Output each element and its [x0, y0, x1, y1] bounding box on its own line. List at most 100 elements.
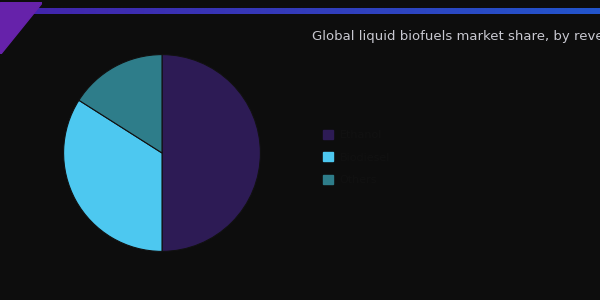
Bar	[441, 8, 444, 14]
Bar	[36, 8, 39, 14]
Bar	[462, 8, 465, 14]
Bar	[171, 8, 174, 14]
Bar	[6, 8, 9, 14]
Bar	[447, 8, 450, 14]
Bar	[360, 8, 363, 14]
Bar	[216, 8, 219, 14]
Bar	[225, 8, 228, 14]
Bar	[174, 8, 177, 14]
Bar	[129, 8, 132, 14]
Bar	[303, 8, 306, 14]
Bar	[198, 8, 201, 14]
Bar	[423, 8, 426, 14]
Bar	[378, 8, 381, 14]
Bar	[276, 8, 279, 14]
Bar	[399, 8, 402, 14]
Bar	[162, 8, 165, 14]
Bar	[288, 8, 291, 14]
Bar	[393, 8, 396, 14]
Bar	[570, 8, 573, 14]
Bar	[150, 8, 153, 14]
Bar	[579, 8, 582, 14]
Bar	[282, 8, 285, 14]
Bar	[96, 8, 99, 14]
Bar	[534, 8, 537, 14]
Bar	[321, 8, 324, 14]
Bar	[60, 8, 63, 14]
Bar	[549, 8, 552, 14]
Bar	[99, 8, 102, 14]
Bar	[270, 8, 273, 14]
Bar	[45, 8, 48, 14]
Bar	[429, 8, 432, 14]
Bar	[591, 8, 594, 14]
Bar	[93, 8, 96, 14]
Bar	[189, 8, 192, 14]
Bar	[234, 8, 237, 14]
Bar	[381, 8, 384, 14]
Bar	[195, 8, 198, 14]
Bar	[489, 8, 492, 14]
Bar	[69, 8, 72, 14]
Bar	[42, 8, 45, 14]
Bar	[141, 8, 144, 14]
Bar	[27, 8, 30, 14]
Bar	[597, 8, 600, 14]
Bar	[24, 8, 27, 14]
Bar	[594, 8, 597, 14]
Bar	[264, 8, 267, 14]
Bar	[111, 8, 114, 14]
Bar	[306, 8, 309, 14]
Bar	[522, 8, 525, 14]
Bar	[165, 8, 168, 14]
Bar	[120, 8, 123, 14]
Bar	[228, 8, 231, 14]
Bar	[492, 8, 495, 14]
Bar	[420, 8, 423, 14]
Bar	[243, 8, 246, 14]
Bar	[78, 8, 81, 14]
Bar	[300, 8, 303, 14]
Bar	[432, 8, 435, 14]
Bar	[564, 8, 567, 14]
Bar	[105, 8, 108, 14]
Bar	[495, 8, 498, 14]
Bar	[453, 8, 456, 14]
Bar	[231, 8, 234, 14]
Bar	[357, 8, 360, 14]
Bar	[480, 8, 483, 14]
Bar	[363, 8, 366, 14]
Bar	[339, 8, 342, 14]
Polygon shape	[0, 2, 42, 54]
Bar	[213, 8, 216, 14]
Bar	[75, 8, 78, 14]
Bar	[510, 8, 513, 14]
Bar	[21, 8, 24, 14]
Bar	[90, 8, 93, 14]
Bar	[531, 8, 534, 14]
Bar	[477, 8, 480, 14]
Bar	[159, 8, 162, 14]
Legend: Ethanol, Biodiesel, Others: Ethanol, Biodiesel, Others	[317, 124, 396, 191]
Bar	[87, 8, 90, 14]
Bar	[573, 8, 576, 14]
Bar	[255, 8, 258, 14]
Bar	[249, 8, 252, 14]
Bar	[315, 8, 318, 14]
Bar	[291, 8, 294, 14]
Bar	[405, 8, 408, 14]
Bar	[402, 8, 405, 14]
Bar	[525, 8, 528, 14]
Bar	[108, 8, 111, 14]
Bar	[18, 8, 21, 14]
Bar	[267, 8, 270, 14]
Bar	[294, 8, 297, 14]
Bar	[63, 8, 66, 14]
Bar	[81, 8, 84, 14]
Bar	[48, 8, 51, 14]
Bar	[567, 8, 570, 14]
Bar	[135, 8, 138, 14]
Bar	[102, 8, 105, 14]
Bar	[390, 8, 393, 14]
Bar	[297, 8, 300, 14]
